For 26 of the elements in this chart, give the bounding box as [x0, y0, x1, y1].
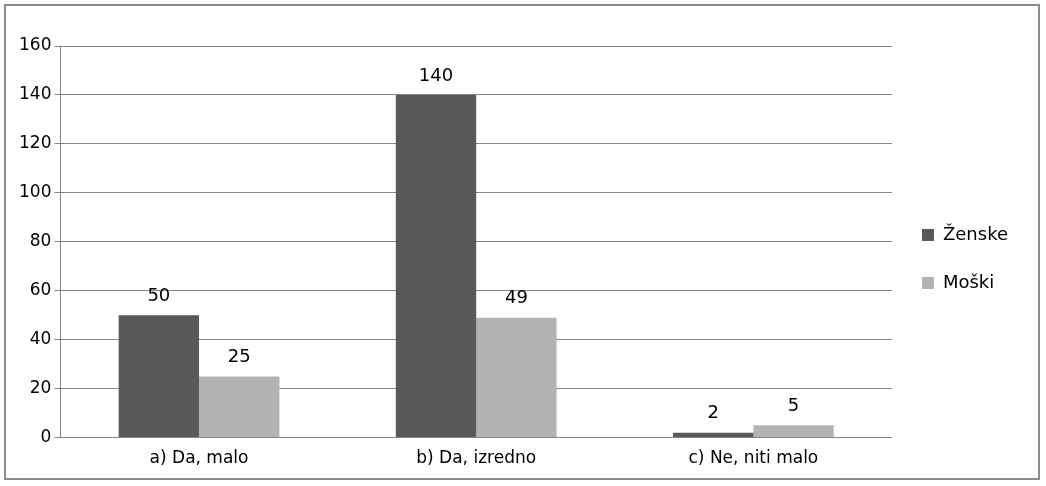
legend-label: Moški [942, 270, 995, 292]
data-label: 5 [787, 394, 800, 416]
y-tick-label: 40 [29, 328, 52, 349]
data-label: 50 [147, 283, 171, 305]
bar [672, 432, 754, 438]
bar [118, 315, 200, 438]
y-tick-label: 60 [29, 279, 52, 300]
data-label: 25 [227, 345, 251, 367]
y-tick-label: 20 [29, 377, 52, 398]
bar [395, 94, 477, 438]
legend-label: Ženske [942, 222, 1009, 244]
x-tick-label: b) Da, izredno [416, 447, 537, 468]
data-label: 2 [707, 401, 719, 423]
bar [199, 376, 280, 438]
y-tick-label: 100 [18, 181, 52, 202]
y-tick-label: 120 [18, 132, 52, 153]
y-tick-label: 80 [29, 230, 52, 251]
bar [476, 317, 557, 438]
x-tick-label: c) Ne, niti malo [688, 447, 819, 468]
data-label: 140 [418, 63, 454, 85]
y-tick-label: 160 [18, 34, 52, 55]
data-label: 49 [504, 286, 528, 308]
y-tick-label: 140 [18, 83, 52, 104]
y-tick-label: 0 [40, 426, 52, 447]
bar [753, 425, 834, 438]
x-tick-label: a) Da, malo [149, 447, 249, 468]
